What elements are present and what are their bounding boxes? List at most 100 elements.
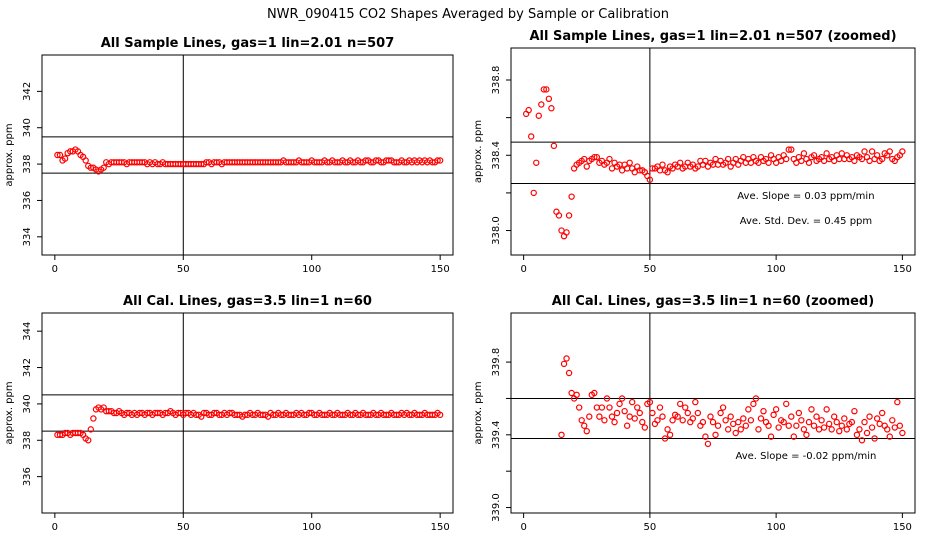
data-point — [621, 407, 628, 415]
data-point — [858, 437, 866, 444]
data-point — [593, 153, 601, 161]
data-point — [825, 420, 833, 428]
data-point — [639, 418, 646, 426]
data-point — [775, 424, 782, 431]
data-point — [682, 404, 689, 411]
data-point — [535, 112, 542, 119]
y-tick-label: 342 — [22, 358, 33, 377]
data-point — [735, 418, 742, 426]
data-point — [848, 418, 856, 426]
data-point — [732, 429, 739, 437]
data-point — [818, 417, 825, 424]
data-point — [568, 389, 575, 397]
data-point — [591, 153, 598, 161]
data-point — [853, 431, 861, 439]
data-point — [656, 404, 664, 411]
data-point — [626, 159, 633, 166]
x-tick-label: 100 — [767, 264, 786, 275]
data-point — [800, 150, 808, 157]
panel-title: All Cal. Lines, gas=3.5 lin=1 n=60 — [123, 294, 372, 309]
y-tick-label: 338.0 — [491, 216, 502, 245]
data-point — [611, 418, 618, 426]
annotation: Ave. Std. Dev. = 0.45 ppm — [740, 216, 872, 227]
data-point — [583, 427, 590, 435]
x-tick-label: 0 — [52, 264, 58, 275]
data-point — [581, 422, 588, 429]
data-point — [82, 157, 89, 164]
x-tick-label: 100 — [767, 522, 786, 533]
data-point — [894, 398, 901, 406]
y-tick-label: 338.4 — [491, 141, 502, 170]
data-point — [593, 404, 601, 411]
data-point — [530, 189, 537, 197]
data-point — [889, 417, 896, 424]
data-point — [679, 417, 686, 424]
x-tick-label: 50 — [177, 264, 190, 275]
annotation: Ave. Slope = 0.03 ppm/min — [737, 191, 874, 202]
data-point — [676, 400, 684, 408]
data-point — [767, 433, 775, 440]
data-point — [659, 161, 666, 168]
data-point — [558, 227, 565, 234]
data-point — [545, 95, 553, 103]
data-point — [558, 431, 565, 439]
data-point — [550, 142, 558, 150]
figure-title: NWR_090415 CO2 Shapes Averaged by Sample… — [267, 7, 669, 22]
data-point — [676, 159, 684, 166]
data-point — [805, 159, 813, 166]
data-point — [765, 422, 772, 429]
data-point — [61, 155, 69, 162]
data-point — [783, 400, 790, 408]
data-point — [712, 431, 719, 439]
data-point — [866, 413, 873, 420]
data-point — [629, 398, 636, 406]
data-point — [813, 413, 820, 420]
data-point — [634, 404, 641, 411]
data-point — [899, 148, 906, 155]
data-point — [800, 426, 808, 433]
data-point — [664, 168, 671, 176]
data-point — [838, 150, 845, 157]
data-point — [861, 418, 868, 426]
data-point — [674, 413, 681, 420]
panel-title: All Sample Lines, gas=1 lin=2.01 n=507 (… — [529, 29, 896, 44]
data-point — [788, 413, 795, 420]
data-point — [636, 409, 643, 417]
data-point — [623, 422, 631, 429]
x-tick-label: 150 — [893, 264, 912, 275]
data-point — [899, 429, 906, 437]
plot-frame — [510, 47, 916, 256]
data-point — [810, 152, 818, 159]
x-tick-label: 0 — [520, 264, 526, 275]
y-tick-label: 339.8 — [491, 348, 502, 377]
data-point — [851, 407, 858, 415]
data-point — [752, 395, 760, 402]
data-point — [740, 415, 747, 422]
data-point — [730, 420, 737, 428]
data-point — [586, 413, 593, 420]
data-point — [717, 409, 724, 417]
data-point — [704, 440, 712, 448]
data-point — [873, 415, 881, 422]
x-tick-label: 0 — [52, 522, 58, 533]
data-point — [873, 152, 881, 159]
x-tick-label: 100 — [302, 522, 321, 533]
annotation: Ave. Slope = -0.02 ppm/min — [735, 451, 876, 462]
data-point — [745, 406, 752, 413]
data-point — [563, 355, 570, 362]
data-point — [689, 415, 697, 422]
data-point — [699, 418, 707, 426]
y-tick-label: 339.4 — [491, 420, 502, 449]
data-point — [719, 404, 727, 411]
y-tick-label: 340 — [22, 394, 33, 413]
data-point — [533, 159, 540, 166]
data-point — [565, 212, 573, 219]
data-point — [831, 413, 838, 420]
data-point — [436, 157, 444, 164]
data-point — [560, 360, 568, 368]
data-point — [618, 395, 626, 402]
y-tick-label: 339.0 — [491, 493, 502, 522]
data-point — [878, 155, 886, 163]
data-point — [649, 409, 656, 417]
